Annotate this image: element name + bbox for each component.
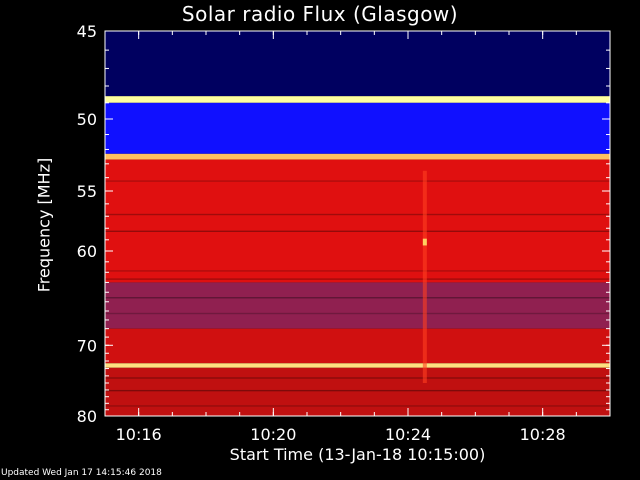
y-tick-label: 70 bbox=[77, 336, 97, 355]
frequency-band bbox=[105, 159, 610, 283]
burst-event bbox=[422, 170, 427, 383]
x-tick-label: 10:16 bbox=[116, 425, 162, 444]
frequency-band bbox=[105, 31, 610, 97]
x-axis-label: Start Time (13-Jan-18 10:15:00) bbox=[229, 445, 486, 464]
x-tick-label: 10:24 bbox=[385, 425, 431, 444]
y-tick-label: 45 bbox=[77, 22, 97, 41]
chart-title: Solar radio Flux (Glasgow) bbox=[181, 2, 459, 26]
y-tick-label: 60 bbox=[77, 242, 97, 261]
frequency-band bbox=[105, 102, 610, 154]
texture-stripe bbox=[105, 312, 610, 315]
frequency-band bbox=[105, 367, 610, 416]
texture-stripe bbox=[105, 180, 610, 182]
y-axis-label: Frequency [MHz] bbox=[34, 157, 54, 293]
updated-timestamp: Updated Wed Jan 17 14:15:46 2018 bbox=[1, 468, 162, 478]
texture-stripe bbox=[105, 377, 610, 379]
x-tick-label: 10:20 bbox=[250, 425, 296, 444]
y-tick-label: 80 bbox=[77, 407, 97, 426]
texture-stripe bbox=[105, 270, 610, 272]
texture-stripe bbox=[105, 389, 610, 392]
plot-frame bbox=[104, 30, 611, 417]
texture-stripe bbox=[105, 213, 610, 216]
x-tick-label: 10:28 bbox=[520, 425, 566, 444]
frequency-band bbox=[105, 96, 610, 103]
burst-event bbox=[422, 238, 427, 246]
frequency-band bbox=[105, 153, 610, 160]
y-tick-label: 50 bbox=[77, 110, 97, 129]
y-tick-label: 55 bbox=[77, 182, 97, 201]
frequency-band bbox=[105, 328, 610, 364]
frequency-band bbox=[105, 282, 610, 329]
texture-stripe bbox=[105, 278, 610, 280]
texture-stripe bbox=[105, 297, 610, 299]
frequency-band bbox=[105, 363, 610, 368]
texture-stripe bbox=[105, 405, 610, 407]
texture-stripe bbox=[105, 230, 610, 232]
